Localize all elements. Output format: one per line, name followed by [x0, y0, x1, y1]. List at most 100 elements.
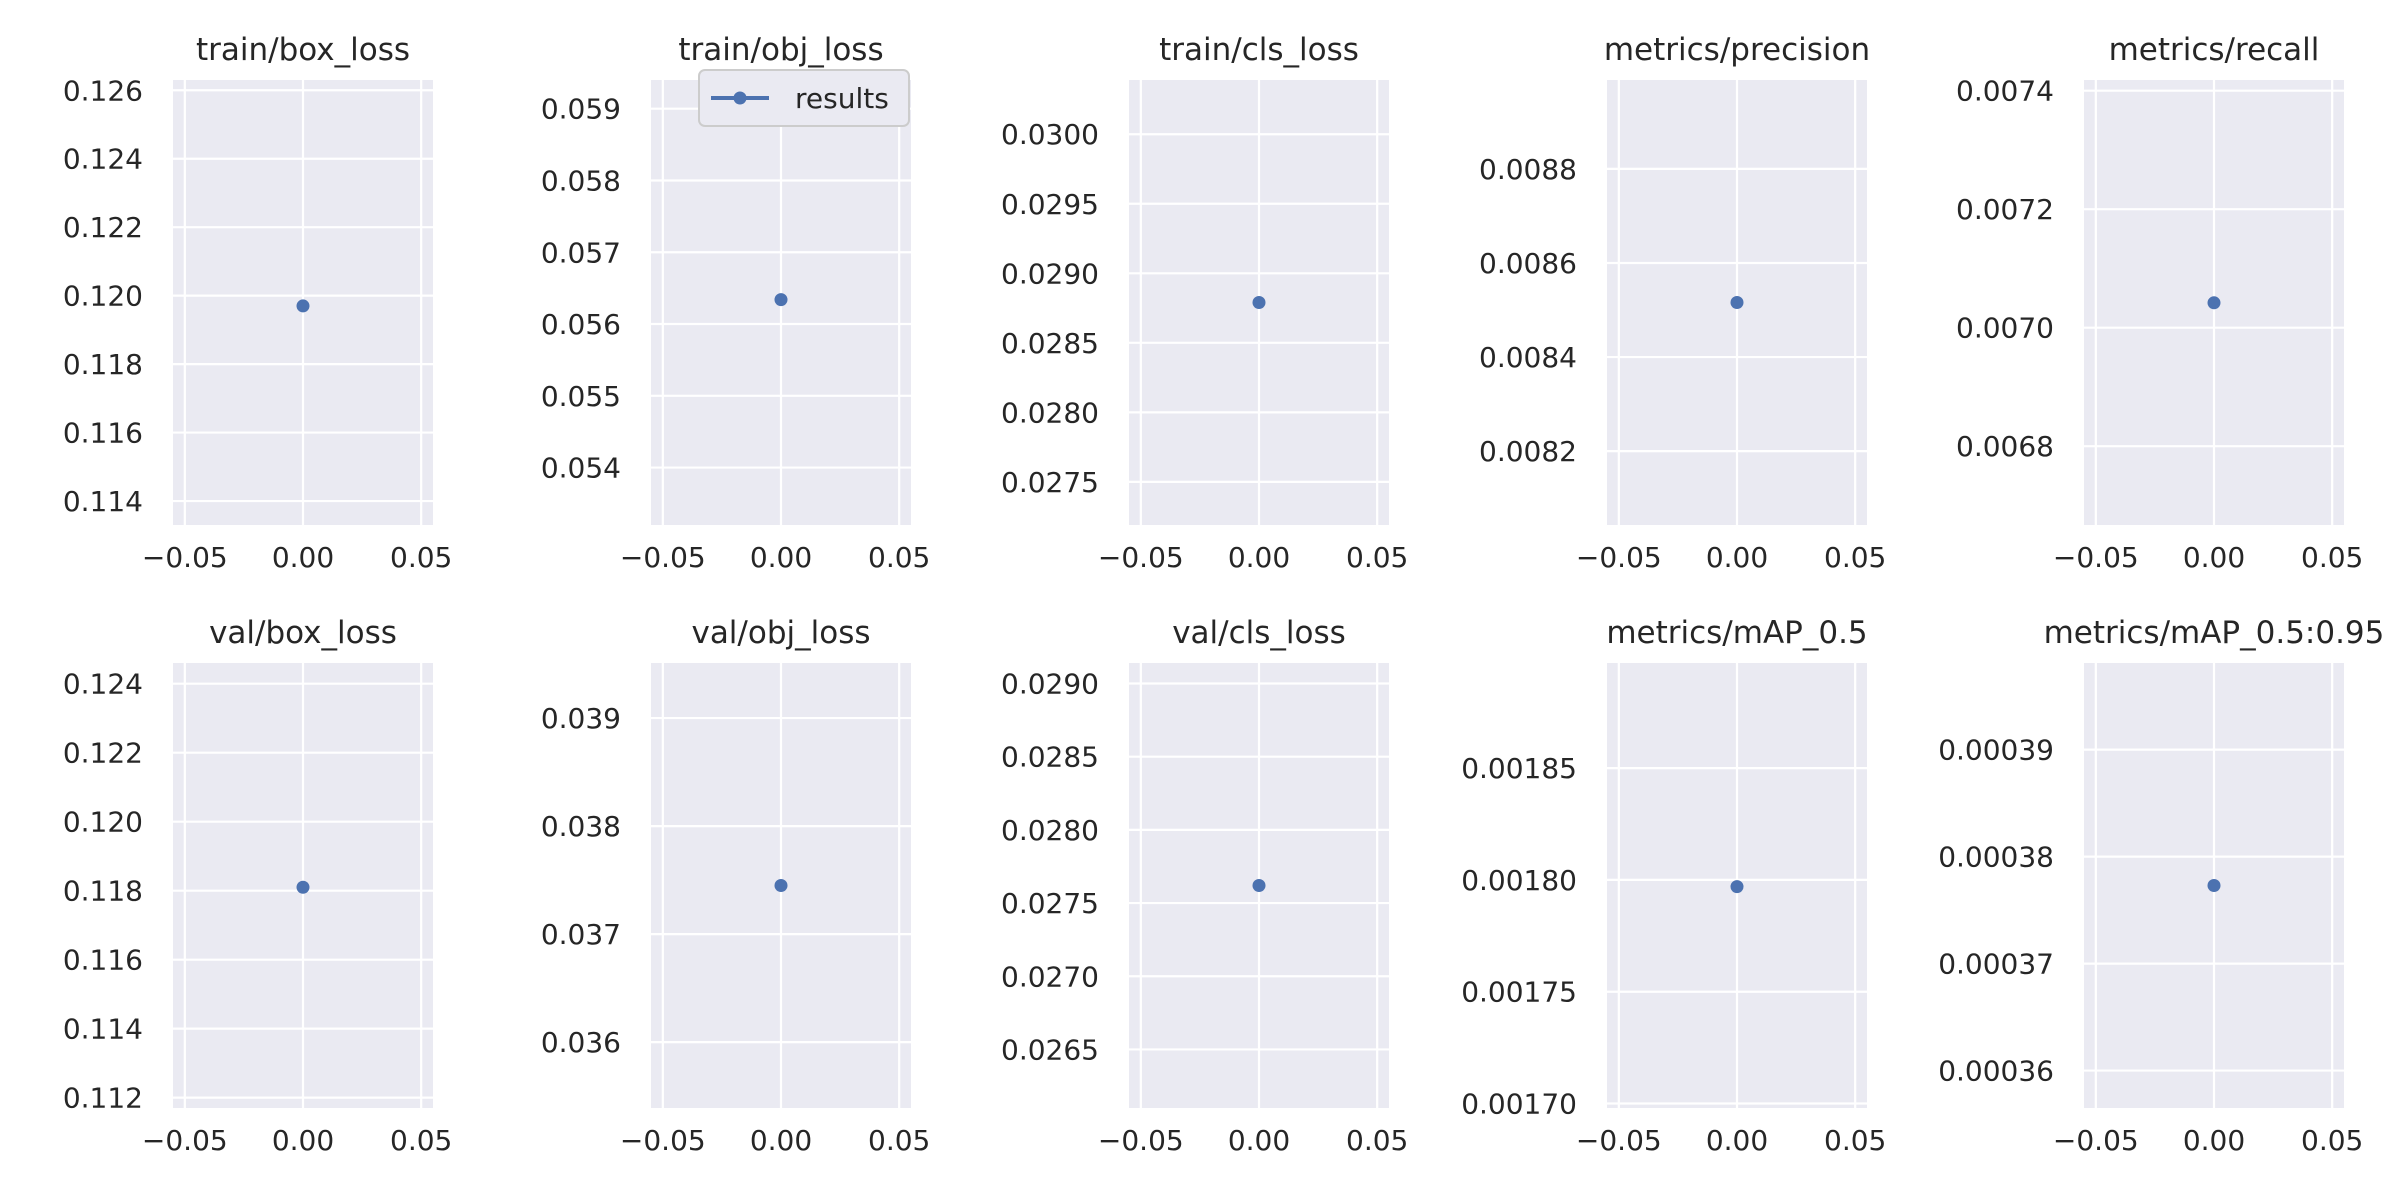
data-point	[1730, 296, 1744, 309]
x-tick-label: −0.05	[2053, 541, 2139, 574]
subplot-title: metrics/mAP_0.5:0.95	[2044, 615, 2385, 651]
x-tick-label: 0.00	[2183, 1124, 2245, 1157]
data-point	[296, 299, 310, 313]
x-tick-label: −0.05	[2053, 1124, 2139, 1157]
y-tick-label: 0.0275	[1001, 887, 1099, 920]
x-tick-label: 0.00	[2183, 541, 2245, 574]
subplot-5: 0.0068 0.0070 0.0072 0.0074 −0.05 0.00 0.05 met…	[1956, 32, 2363, 574]
y-tick-label: 0.116	[63, 944, 143, 977]
data-point	[2207, 879, 2221, 892]
y-tick-label: 0.00039	[1938, 734, 2054, 767]
data-point	[1252, 879, 1266, 892]
x-tick-label: −0.05	[1098, 541, 1184, 574]
x-tick-label: 0.05	[868, 541, 930, 574]
y-tick-label: 0.0074	[1956, 75, 2054, 108]
x-tick-label: −0.05	[620, 1124, 706, 1157]
data-point	[774, 293, 788, 307]
y-tick-label: 0.0300	[1001, 118, 1099, 151]
y-tick-label: 0.118	[63, 348, 143, 381]
y-tick-label: 0.0082	[1479, 435, 1577, 468]
x-tick-label: 0.00	[272, 1124, 334, 1157]
y-tick-label: 0.00175	[1461, 976, 1577, 1009]
x-tick-label: 0.00	[750, 541, 812, 574]
legend-marker	[733, 91, 747, 105]
y-tick-label: 0.116	[63, 417, 143, 450]
subplot-4: 0.0082 0.0084 0.0086 0.0088 −0.05 0.00 0.05 met…	[1479, 32, 1886, 574]
subplot-title: metrics/mAP_0.5	[1606, 615, 1867, 651]
x-tick-label: −0.05	[142, 1124, 228, 1157]
y-tick-label: 0.120	[63, 806, 143, 839]
y-tick-label: 0.118	[63, 875, 143, 908]
subplot-3: 0.0275 0.0280 0.0285 0.0290 0.0295 0.0300 −0.0…	[1001, 32, 1408, 574]
x-tick-label: 0.00	[1706, 541, 1768, 574]
subplot-title: metrics/precision	[1604, 32, 1870, 68]
y-tick-label: 0.037	[541, 918, 621, 951]
x-tick-label: −0.05	[620, 541, 706, 574]
x-tick-label: 0.05	[390, 541, 452, 574]
x-tick-label: 0.05	[1824, 1124, 1886, 1157]
y-tick-label: 0.056	[541, 308, 621, 341]
x-tick-label: −0.05	[1098, 1124, 1184, 1157]
legend-label: results	[795, 82, 889, 115]
subplot-10: 0.00036 0.00037 0.00038 0.00039 −0.05 0.00 0.0…	[1938, 615, 2384, 1157]
y-tick-label: 0.036	[541, 1026, 621, 1059]
y-tick-label: 0.126	[63, 74, 143, 107]
y-tick-label: 0.0072	[1956, 193, 2054, 226]
y-tick-label: 0.0088	[1479, 153, 1577, 186]
x-tick-label: −0.05	[142, 541, 228, 574]
y-tick-label: 0.114	[63, 485, 143, 518]
y-tick-label: 0.058	[541, 164, 621, 197]
y-tick-label: 0.120	[63, 280, 143, 313]
subplot-title: val/cls_loss	[1172, 615, 1346, 651]
y-tick-label: 0.00037	[1938, 948, 2054, 981]
y-tick-label: 0.0070	[1956, 312, 2054, 345]
subplot-title: train/obj_loss	[678, 32, 883, 68]
x-tick-label: −0.05	[1576, 1124, 1662, 1157]
y-tick-label: 0.0285	[1001, 327, 1099, 360]
y-tick-label: 0.122	[63, 211, 143, 244]
y-tick-label: 0.114	[63, 1013, 143, 1046]
y-tick-label: 0.00038	[1938, 841, 2054, 874]
data-point	[1730, 880, 1744, 894]
y-tick-label: 0.038	[541, 810, 621, 843]
y-tick-label: 0.054	[541, 452, 621, 485]
y-tick-label: 0.00036	[1938, 1055, 2054, 1088]
y-tick-label: 0.039	[541, 702, 621, 735]
x-tick-label: 0.00	[750, 1124, 812, 1157]
subplot-title: metrics/recall	[2109, 32, 2320, 68]
data-point	[1252, 296, 1266, 309]
y-tick-label: 0.124	[63, 143, 143, 176]
y-tick-label: 0.0285	[1001, 741, 1099, 774]
y-tick-label: 0.00180	[1461, 864, 1577, 897]
y-tick-label: 0.122	[63, 737, 143, 770]
x-tick-label: 0.00	[1228, 1124, 1290, 1157]
subplot-8: 0.0265 0.0270 0.0275 0.0280 0.0285 0.0290 −0.0…	[1001, 615, 1408, 1157]
y-tick-label: 0.00185	[1461, 752, 1577, 785]
y-tick-label: 0.112	[63, 1082, 143, 1115]
x-tick-label: 0.00	[1706, 1124, 1768, 1157]
legend: results	[698, 69, 910, 127]
y-tick-label: 0.0280	[1001, 396, 1099, 429]
y-tick-label: 0.0265	[1001, 1033, 1099, 1066]
x-tick-label: 0.05	[2301, 541, 2363, 574]
data-point	[2207, 296, 2221, 310]
subplot-title: val/obj_loss	[691, 615, 870, 651]
y-tick-label: 0.059	[541, 93, 621, 126]
subplot-1: 0.114 0.116 0.118 0.120 0.122 0.124 0.126 −0.05…	[63, 32, 453, 574]
y-tick-label: 0.055	[541, 380, 621, 413]
x-tick-label: 0.00	[272, 541, 334, 574]
y-tick-label: 0.00170	[1461, 1088, 1577, 1121]
y-tick-label: 0.057	[541, 236, 621, 269]
y-tick-label: 0.0275	[1001, 466, 1099, 499]
subplot-6: 0.112 0.114 0.116 0.118 0.120 0.122 0.124 −0.05…	[63, 615, 453, 1157]
x-tick-label: 0.05	[1346, 1124, 1408, 1157]
x-tick-label: 0.05	[2301, 1124, 2363, 1157]
y-tick-label: 0.0270	[1001, 960, 1099, 993]
y-tick-label: 0.0290	[1001, 667, 1099, 700]
y-tick-label: 0.124	[63, 668, 143, 701]
subplot-7: 0.036 0.037 0.038 0.039 −0.05 0.00 0.05 val/obj…	[541, 615, 931, 1157]
subplot-9: 0.00170 0.00175 0.00180 0.00185 −0.05 0.00 0.0…	[1461, 615, 1886, 1157]
subplot-title: train/cls_loss	[1159, 32, 1359, 68]
x-tick-label: 0.05	[390, 1124, 452, 1157]
